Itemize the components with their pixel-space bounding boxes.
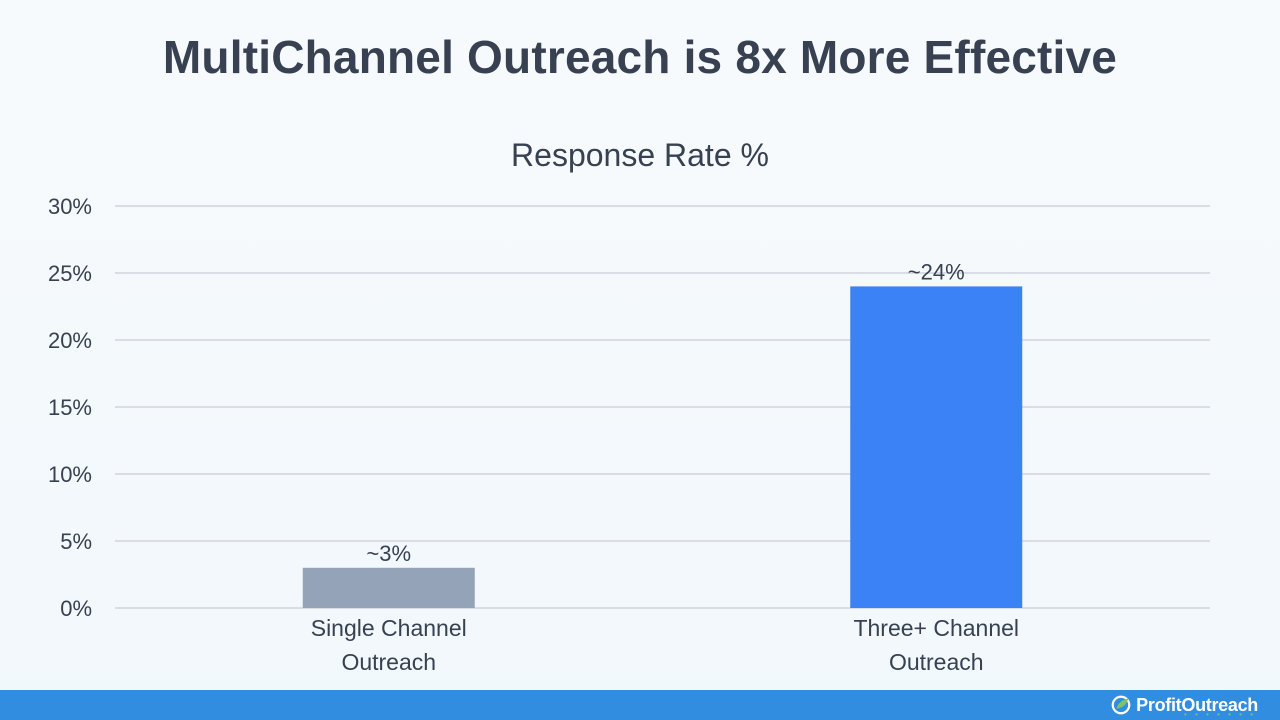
data-label: ~24% bbox=[908, 259, 965, 284]
brand-name: ProfitOutreach bbox=[1136, 694, 1258, 715]
response-rate-chart: Response Rate % 0% 5% 10% 15% 20% 25% 30% ~3% ~… bbox=[48, 137, 1210, 675]
bar-1 bbox=[302, 567, 475, 608]
page-title: MultiChannel Outreach is 8x More Effecti… bbox=[162, 31, 1118, 83]
brand-dots: • • • • • • • bbox=[1184, 710, 1256, 719]
x-tick-label: Three+ Channel Outreach bbox=[853, 615, 1019, 675]
footer-bar: ProfitOutreach • • • • • • • bbox=[0, 690, 1280, 720]
brand-leaf-icon bbox=[1111, 695, 1131, 715]
chart-title: Response Rate % bbox=[511, 137, 769, 173]
y-tick-label: 30% bbox=[48, 194, 92, 219]
x-tick-label: Single Channel Outreach bbox=[311, 615, 467, 675]
y-tick-label: 25% bbox=[48, 261, 92, 286]
y-tick-label: 20% bbox=[48, 328, 92, 353]
brand-logo[interactable]: ProfitOutreach bbox=[1110, 693, 1258, 717]
y-tick-label: 0% bbox=[60, 596, 92, 621]
y-tick-label: 10% bbox=[48, 462, 92, 487]
bar-2 bbox=[850, 286, 1023, 608]
y-tick-label: 5% bbox=[60, 529, 92, 554]
data-label: ~3% bbox=[366, 541, 411, 566]
y-tick-label: 15% bbox=[48, 395, 92, 420]
